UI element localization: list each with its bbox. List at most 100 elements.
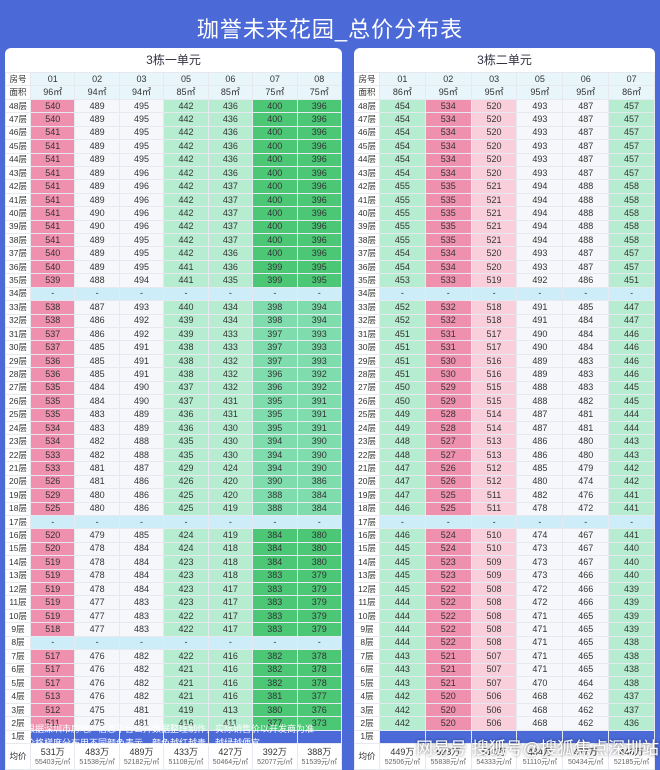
no-unit-cell: -: [163, 635, 209, 651]
price-cell: 480: [562, 434, 610, 449]
price-cell: 508: [470, 595, 518, 610]
floor-label: 22层: [5, 447, 31, 463]
price-cell: 390: [296, 461, 343, 476]
floor-row: 17层 - - - - - - -: [5, 514, 343, 530]
price-cell: 484: [74, 394, 120, 409]
price-cell: 396: [296, 206, 343, 221]
price-cell: 479: [562, 461, 610, 476]
floor-row: 21层 447 526 512 485 479 442: [354, 461, 655, 476]
floor-row: 13层 519 478 484 423 418 383 379: [5, 568, 343, 584]
price-cell: 442: [163, 125, 209, 141]
average-total: 477万: [573, 746, 598, 757]
price-cell: 436: [163, 407, 209, 422]
floor-row: 12层 519 478 484 423 417 383 379: [5, 582, 343, 597]
no-unit-cell: -: [163, 286, 209, 302]
unit-area: 95㎡: [562, 85, 610, 100]
price-cell: 485: [74, 353, 120, 369]
floor-row: 48层 540 489 495 442 436 400 396: [5, 98, 343, 114]
unit-header-label: 房号: [5, 71, 31, 87]
floor-label: 2层: [354, 716, 380, 731]
price-cell: 485: [74, 367, 120, 382]
no-unit-cell: -: [252, 514, 298, 530]
price-cell: 518: [29, 622, 76, 637]
price-cell: 541: [29, 206, 76, 221]
price-cell: 526: [424, 474, 472, 490]
price-cell: 442: [163, 139, 209, 154]
price-cell: 396: [296, 246, 343, 261]
price-cell: 400: [252, 206, 298, 221]
price-cell: 457: [608, 259, 655, 275]
price-cell: 448: [379, 434, 426, 449]
price-cell: 486: [74, 313, 120, 329]
floor-label: 2层: [5, 716, 31, 731]
price-cell: 442: [163, 219, 209, 235]
floor-label: 24层: [354, 420, 380, 436]
price-cell: 443: [608, 447, 655, 463]
price-cell: 442: [163, 165, 209, 181]
floor-row: 38层 541 489 495 442 437 400 396: [5, 233, 343, 248]
price-cell: 538: [29, 300, 76, 315]
floor-row: 28层 451 530 516 489 483 446: [354, 367, 655, 382]
price-cell: 442: [608, 474, 655, 490]
floor-row: 24层 534 483 489 436 430 395 391: [5, 420, 343, 436]
price-cell: 396: [296, 192, 343, 208]
price-cell: 382: [252, 675, 298, 691]
price-cell: 400: [252, 98, 298, 114]
price-cell: 445: [379, 568, 426, 584]
price-cell: 533: [424, 273, 472, 288]
price-cell: 470: [516, 675, 564, 691]
price-cell: 395: [296, 273, 343, 288]
area-label: 面积: [354, 85, 380, 100]
unit-number: 02: [424, 71, 472, 87]
floor-row: 36层 454 534 520 493 487 457: [354, 259, 655, 275]
price-cell: 437: [207, 206, 254, 221]
price-cell: 426: [163, 474, 209, 490]
price-cell: 489: [74, 179, 120, 194]
price-cell: 537: [29, 326, 76, 342]
unit-area: 95㎡: [516, 85, 564, 100]
floor-label: 36层: [5, 259, 31, 275]
price-cell: 533: [29, 447, 76, 463]
floor-label: 37层: [354, 246, 380, 261]
price-cell: 485: [74, 340, 120, 355]
price-cell: 396: [296, 112, 343, 127]
price-cell: 486: [74, 326, 120, 342]
price-cell: 432: [207, 367, 254, 382]
price-cell: 451: [379, 353, 426, 369]
floor-row: 22层 533 482 488 435 430 394 390: [5, 447, 343, 463]
price-cell: 380: [296, 541, 343, 557]
no-unit-cell: -: [74, 286, 120, 302]
price-cell: 455: [379, 179, 426, 194]
building-title: 3栋二单元: [477, 53, 532, 67]
floor-label: 42层: [354, 179, 380, 194]
average-unit-price: 51538元/㎡: [79, 758, 115, 766]
price-cell: 447: [608, 300, 655, 315]
no-unit-cell: -: [470, 514, 518, 530]
floor-label: 48层: [5, 98, 31, 114]
price-cell: 400: [252, 139, 298, 154]
price-cell: 496: [118, 165, 165, 181]
floor-label: 1层: [5, 729, 31, 745]
price-cell: 517: [470, 340, 518, 355]
price-cell: 521: [424, 675, 472, 691]
price-cell: 521: [470, 219, 518, 235]
price-cell: 378: [296, 662, 343, 678]
average-total: 427万: [218, 746, 243, 757]
price-cell: 441: [608, 488, 655, 503]
average-total: 531万: [40, 746, 65, 757]
floor-label: 47层: [5, 112, 31, 127]
price-cell: 520: [470, 125, 518, 141]
price-cell: 416: [207, 689, 254, 704]
floor-row: 26层 450 529 515 488 482 445: [354, 394, 655, 409]
price-cell: 541: [29, 179, 76, 194]
price-cell: 457: [608, 165, 655, 181]
price-cell: 523: [424, 555, 472, 570]
building-panel-2: 3栋二单元 房号 01 02 03 05 06 07 面积 86㎡ 95㎡ 95㎡ 95㎡ 95㎡ 86㎡…: [354, 48, 655, 770]
price-cell: 377: [296, 689, 343, 704]
average-unit-price: 50464元/㎡: [212, 758, 249, 766]
price-cell: 439: [608, 595, 655, 610]
price-cell: 517: [29, 675, 76, 691]
price-cell: 413: [207, 702, 254, 718]
price-cell: 379: [296, 582, 343, 597]
price-cell: 390: [296, 434, 343, 449]
